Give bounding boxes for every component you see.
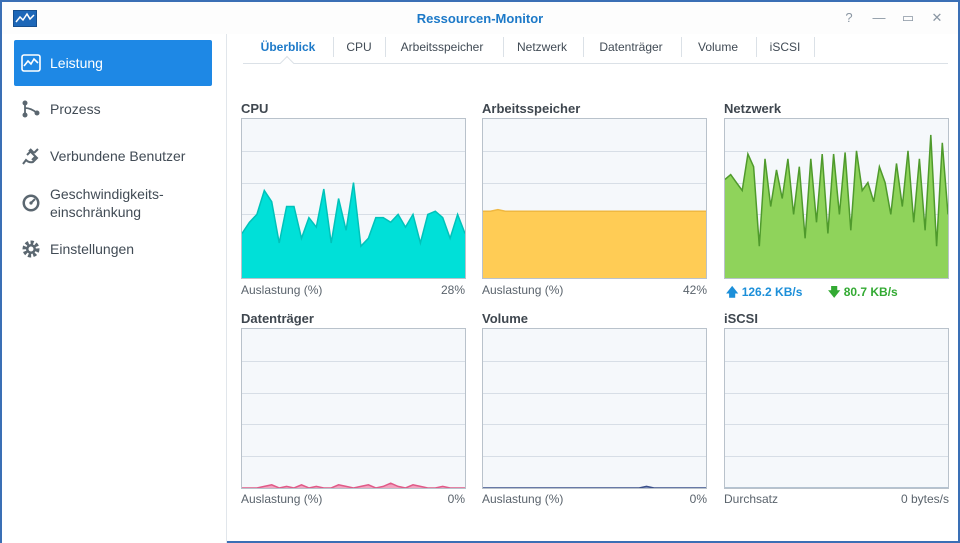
iscsi-panel-title: iSCSI <box>724 311 758 326</box>
sidebar-item-verbundene-benutzer[interactable]: Verbundene Benutzer <box>14 133 212 179</box>
net-chart <box>724 118 949 279</box>
tab-arbeitsspeicher[interactable]: Arbeitsspeicher <box>400 40 484 54</box>
cpu-series-line <box>242 182 465 248</box>
sidebar-item-einstellungen[interactable]: Einstellungen <box>14 226 212 272</box>
sidebar-item-leistung[interactable]: Leistung <box>14 40 212 86</box>
sidebar-item-geschwindigkeitseinschraenkung[interactable]: Geschwindigkeits- einschränkung <box>14 180 212 226</box>
mem-caption: Auslastung (%) <box>482 283 564 297</box>
tab-cpu[interactable]: CPU <box>346 40 372 54</box>
vol-panel-title: Volume <box>482 311 528 326</box>
mem-panel-title: Arbeitsspeicher <box>482 101 581 116</box>
mem-chart <box>482 118 707 279</box>
cpu-value: 28% <box>440 283 465 297</box>
net-panel-title: Netzwerk <box>724 101 782 116</box>
title-bar: Ressourcen-Monitor ? — ▭ ✕ <box>2 2 958 34</box>
minimize-button[interactable]: — <box>870 9 888 27</box>
sidebar-item-label: Geschwindigkeits- einschränkung <box>50 186 164 220</box>
net-series-area <box>725 134 948 278</box>
help-button[interactable]: ? <box>840 9 858 27</box>
mem-series-area <box>483 209 706 278</box>
iscsi-caption: Durchsatz <box>724 492 779 506</box>
tab-separator <box>333 37 334 57</box>
tab-separator <box>681 37 682 57</box>
help-icon: ? <box>845 10 853 25</box>
cpu-chart-svg <box>242 151 465 278</box>
sidebar-item-label: Verbundene Benutzer <box>50 148 186 164</box>
vol-series-line <box>483 485 706 488</box>
tab-separator <box>385 37 386 57</box>
cpu-panel-title: CPU <box>241 101 269 116</box>
sidebar-item-label: Leistung <box>50 55 103 71</box>
iscsi-chart-svg <box>725 361 948 488</box>
tab-separator <box>814 37 815 57</box>
vol-chart <box>482 328 707 489</box>
disk-chart-svg <box>242 361 465 488</box>
tab-ueberblick[interactable]: Überblick <box>260 40 316 54</box>
iscsi-chart <box>724 328 949 489</box>
tab-bar: Überblick CPU Arbeitsspeicher Netzwerk D… <box>243 34 948 64</box>
window-title: Ressourcen-Monitor <box>416 11 544 26</box>
tab-volume[interactable]: Volume <box>697 40 739 54</box>
sidebar-item-label: Einstellungen <box>50 241 135 257</box>
disk-chart <box>241 328 466 489</box>
minimize-icon: — <box>872 10 886 25</box>
net-upload-value: 126.2 KB/s <box>741 285 803 299</box>
maximize-icon: ▭ <box>901 10 915 25</box>
mem-chart-svg <box>483 151 706 278</box>
cpu-chart <box>241 118 466 279</box>
plug-icon <box>20 145 42 167</box>
maximize-button[interactable]: ▭ <box>899 9 917 27</box>
resource-monitor-app-icon <box>13 10 37 27</box>
vol-chart-svg <box>483 361 706 488</box>
vol-value: 0% <box>689 492 707 506</box>
sidebar: Leistung Prozess Verbundene Benutzer Ges… <box>2 34 227 543</box>
sidebar-item-label: Prozess <box>50 101 101 117</box>
net-download: 🡇 80.7 KB/s <box>828 283 898 304</box>
tab-separator <box>583 37 584 57</box>
tab-iscsi[interactable]: iSCSI <box>769 40 801 54</box>
speed-limit-icon <box>20 192 42 214</box>
disk-panel-title: Datenträger <box>241 311 314 326</box>
gear-icon <box>20 238 42 260</box>
disk-caption: Auslastung (%) <box>241 492 323 506</box>
tab-datentraeger[interactable]: Datenträger <box>599 40 663 54</box>
tab-netzwerk[interactable]: Netzwerk <box>516 40 567 54</box>
net-upload: 🡅 126.2 KB/s <box>726 283 802 304</box>
cpu-caption: Auslastung (%) <box>241 283 323 297</box>
cpu-series-area <box>242 182 465 278</box>
mem-value: 42% <box>682 283 707 297</box>
net-chart-svg <box>725 134 948 278</box>
close-button[interactable]: ✕ <box>928 9 946 27</box>
process-icon <box>20 98 42 120</box>
disk-value: 0% <box>447 492 465 506</box>
vol-caption: Auslastung (%) <box>482 492 564 506</box>
tab-separator <box>503 37 504 57</box>
close-icon: ✕ <box>931 10 943 25</box>
performance-chart-icon <box>20 52 42 74</box>
tab-separator <box>756 37 757 57</box>
upload-arrow-icon: 🡅 <box>726 285 739 299</box>
net-series-line <box>725 134 948 247</box>
iscsi-value: 0 bytes/s <box>900 492 949 506</box>
sidebar-item-prozess[interactable]: Prozess <box>14 86 212 132</box>
mem-series-line <box>483 208 706 212</box>
net-download-value: 80.7 KB/s <box>843 285 898 299</box>
download-arrow-icon: 🡇 <box>828 285 841 299</box>
